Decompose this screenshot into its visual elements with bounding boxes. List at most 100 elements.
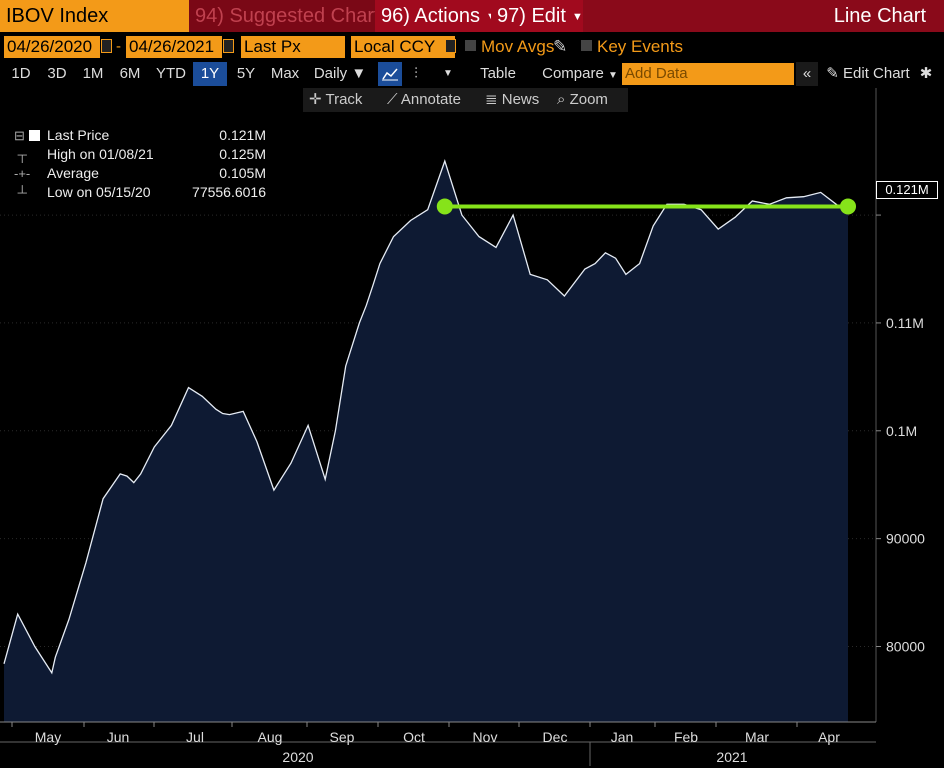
average-marker-icon: -+-	[14, 166, 31, 181]
compare-menu[interactable]: Compare ▼	[540, 62, 620, 86]
x-tick-label: Dec	[543, 729, 568, 745]
zoom-button[interactable]: ⌕ Zoom	[557, 88, 608, 112]
currency-dropdown-icon[interactable]	[445, 39, 456, 53]
low-marker-icon: ┴	[14, 185, 27, 200]
key-events-label[interactable]: Key Events	[597, 37, 683, 56]
period-button-5y[interactable]: 5Y	[236, 65, 256, 82]
gear-icon[interactable]: ✱	[919, 65, 933, 82]
x-tick-label: Aug	[258, 729, 283, 745]
y-axis: 80000 90000 0.1M 0.11M	[875, 88, 925, 722]
x-tick-label: Jul	[186, 729, 204, 745]
period-toolbar: 1D 3D 1M 6M YTD 1Y 5Y Max Daily ▼ ⫶ ▼ Ta…	[0, 62, 944, 86]
y-tick-label: 0.11M	[886, 315, 924, 331]
y-tick-label: 0.1M	[886, 423, 917, 439]
calendar-icon[interactable]	[223, 39, 234, 53]
trend-line-annotation[interactable]	[436, 198, 856, 215]
period-button-3d[interactable]: 3D	[47, 65, 67, 82]
date-range-bar: 04/26/2020 - 04/26/2021 Last Px Local CC…	[0, 34, 944, 60]
x-tick-label: Feb	[674, 729, 698, 745]
x-year-label: 2021	[716, 749, 747, 765]
start-date-input[interactable]: 04/26/2020	[4, 36, 100, 58]
price-area-fill	[4, 161, 848, 723]
track-label: Track	[325, 91, 363, 108]
legend-label: High on 01/08/21	[47, 146, 154, 162]
zoom-label: Zoom	[569, 91, 608, 108]
legend-item: -+- Average 0.105M	[14, 164, 284, 183]
y-tick-label: 90000	[886, 531, 925, 547]
edit-chart-label: Edit Chart	[843, 65, 910, 82]
x-year-label: 2020	[282, 749, 313, 765]
news-button[interactable]: ≣ News	[485, 88, 539, 112]
legend-value: 0.125M	[219, 146, 266, 162]
y-tick-label: 80000	[886, 639, 925, 655]
annotate-button[interactable]: ⟋ Annotate	[387, 88, 461, 112]
legend-item: ⊟ Last Price 0.121M	[14, 126, 284, 145]
annotate-label: Annotate	[400, 91, 461, 108]
last-price-swatch-icon: ⊟	[14, 126, 42, 145]
mov-avgs-checkbox[interactable]	[465, 40, 476, 51]
news-icon: ≣	[485, 91, 498, 108]
period-button-1y[interactable]: 1Y	[193, 62, 227, 86]
chart-style-dropdown-icon[interactable]: ▼	[443, 68, 453, 79]
date-separator: -	[116, 38, 121, 55]
pencil-icon[interactable]: ✎	[553, 37, 568, 56]
search-icon: ⌕	[557, 91, 566, 108]
period-button-6m[interactable]: 6M	[119, 65, 141, 82]
x-tick-label: May	[35, 729, 61, 745]
chevron-down-icon: ▼	[607, 70, 618, 81]
legend-item: ┬ High on 01/08/21 0.125M	[14, 145, 284, 164]
edit-menu[interactable]: 97) Edit ▼	[491, 0, 583, 32]
chart-tools-bar: ✛ Track ⟋ Annotate ≣ News ⌕ Zoom	[303, 88, 628, 112]
table-button[interactable]: Table	[480, 65, 516, 82]
crosshair-icon: ✛	[309, 91, 322, 108]
mov-avgs-label[interactable]: Mov Avgs	[481, 37, 555, 56]
legend-label: Low on 05/15/20	[47, 184, 151, 200]
x-tick-label: Nov	[473, 729, 498, 745]
track-button[interactable]: ✛ Track	[309, 88, 362, 112]
chart-type-title: Line Chart	[833, 5, 926, 27]
period-button-max[interactable]: Max	[270, 65, 300, 82]
period-button-ytd[interactable]: YTD	[156, 65, 186, 82]
legend-value: 77556.6016	[192, 184, 266, 200]
suggested-charts-button[interactable]: 94) Suggested Charts	[189, 0, 390, 32]
field-select[interactable]: Last Px	[241, 36, 345, 58]
actions-menu[interactable]: 96) Actions▼	[375, 0, 497, 32]
end-date-input[interactable]: 04/26/2021	[126, 36, 222, 58]
legend-item: ┴ Low on 05/15/20 77556.6016	[14, 183, 284, 202]
ticker-field[interactable]: IBOV Index	[0, 0, 192, 32]
calendar-icon[interactable]	[101, 39, 112, 53]
trend-line-start-handle[interactable]	[436, 198, 453, 215]
trend-line-end-handle[interactable]	[840, 198, 856, 215]
x-tick-label: Apr	[818, 729, 840, 745]
header-bar: IBOV Index 94) Suggested Charts 96) Acti…	[0, 0, 944, 32]
caret-down-icon: ▼	[351, 65, 367, 82]
add-data-input[interactable]: Add Data	[622, 63, 794, 85]
legend-label: Last Price	[47, 127, 110, 143]
bar-chart-icon[interactable]: ⫶	[414, 65, 418, 82]
edit-chart-button[interactable]: ✎ Edit Chart	[822, 62, 914, 86]
collapse-icon[interactable]: «	[796, 62, 818, 86]
legend-value: 0.121M	[219, 127, 266, 143]
period-button-1m[interactable]: 1M	[82, 65, 104, 82]
pencil-icon: ✎	[826, 65, 839, 82]
compare-label: Compare	[542, 65, 604, 82]
x-tick-label: Oct	[403, 729, 425, 745]
last-price-tag: 0.121M	[876, 181, 938, 199]
actions-label: 96) Actions	[381, 5, 480, 27]
frequency-select[interactable]: Daily ▼	[310, 62, 370, 86]
key-events-checkbox[interactable]	[581, 40, 592, 51]
annotate-icon: ⟋	[387, 91, 398, 108]
frequency-label: Daily	[313, 65, 348, 82]
chart-legend: ⊟ Last Price 0.121M ┬ High on 01/08/21 0…	[14, 126, 284, 202]
x-axis: May Jun Jul Aug Sep Oct Nov Dec Jan Feb Mar Apr 2020…	[0, 721, 876, 766]
line-chart-icon[interactable]	[378, 62, 402, 86]
price-line	[3, 159, 849, 675]
period-button-1d[interactable]: 1D	[11, 65, 31, 82]
legend-value: 0.105M	[219, 165, 266, 181]
legend-label: Average	[47, 165, 99, 181]
x-tick-label: Sep	[330, 729, 355, 745]
edit-label: 97) Edit	[497, 5, 566, 27]
high-marker-icon: ┬	[14, 147, 27, 162]
currency-select[interactable]: Local CCY	[351, 36, 455, 58]
